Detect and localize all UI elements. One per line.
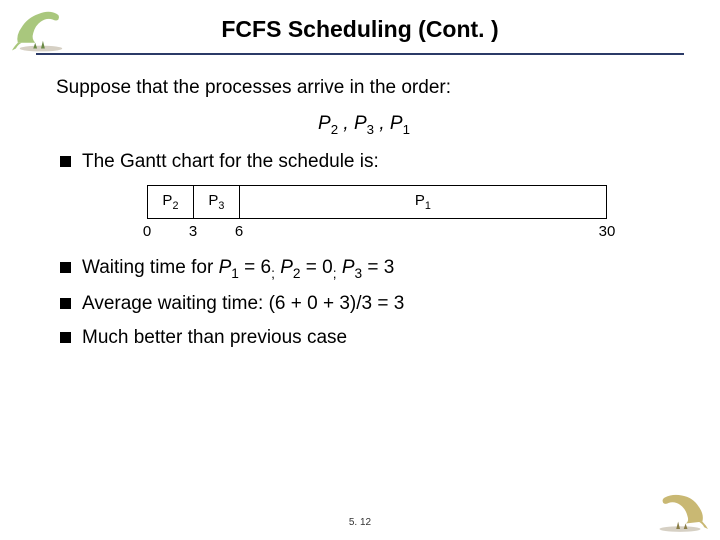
gantt-ticks: 03630 (147, 219, 607, 239)
bullet-avg-wait: Average waiting time: (6 + 0 + 3)/3 = 3 (56, 293, 672, 315)
gantt-segment-label: P3 (208, 192, 224, 212)
dinosaur-bottom-icon (652, 488, 708, 532)
gantt-segment: P3 (194, 185, 240, 219)
bullet-better: Much better than previous case (56, 327, 672, 349)
gantt-chart: P2P3P1 03630 (147, 185, 607, 239)
bullet-list: The Gantt chart for the schedule is: P2P… (56, 151, 672, 349)
gantt-segment: P1 (240, 185, 607, 219)
bullet-text: The Gantt chart for the schedule is: (82, 151, 379, 172)
gantt-tick: 0 (143, 223, 151, 240)
dinosaur-top-icon (12, 6, 70, 52)
slide: FCFS Scheduling (Cont. ) Suppose that th… (0, 0, 720, 540)
gantt-bar: P2 P3 P1 (147, 185, 607, 219)
intro-text: Suppose that the processes arrive in the… (56, 77, 672, 99)
gantt-tick: 6 (235, 223, 243, 240)
bullet-gantt-intro: The Gantt chart for the schedule is: P2P… (56, 151, 672, 239)
slide-title: FCFS Scheduling (Cont. ) (0, 0, 720, 43)
gantt-tick: 3 (189, 223, 197, 240)
bullet-waiting-time: Waiting time for P1 = 6; P2 = 0; P3 = 3 (56, 257, 672, 281)
content-area: Suppose that the processes arrive in the… (0, 55, 720, 349)
process-order: P2 , P3 , P1 (56, 113, 672, 137)
page-number: 5. 12 (349, 517, 371, 528)
gantt-segment: P2 (148, 185, 194, 219)
gantt-tick: 30 (599, 223, 616, 240)
gantt-segment-label: P1 (415, 192, 431, 212)
gantt-segment-label: P2 (162, 192, 178, 212)
